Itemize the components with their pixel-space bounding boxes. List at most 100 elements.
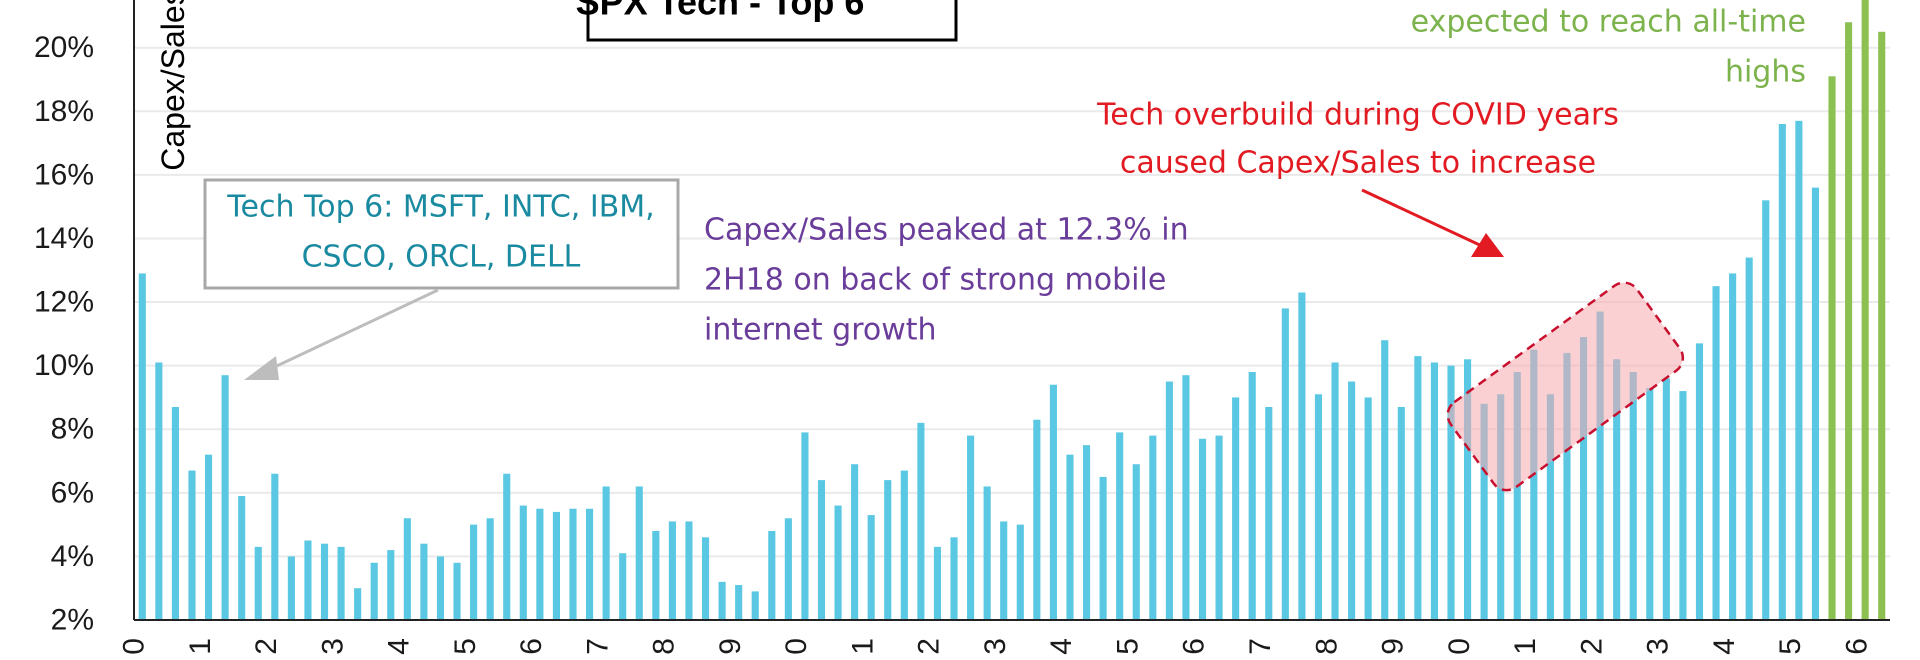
bar-capex-sales (851, 464, 859, 620)
bar-capex-sales (1778, 124, 1786, 620)
bar-capex-sales (950, 537, 958, 620)
x-tick-label: 9 (714, 638, 747, 655)
x-tick-label: 3 (316, 638, 349, 655)
bar-capex-sales (486, 518, 494, 620)
bar-capex-sales (1248, 372, 1256, 620)
y-tick-label: 14% (34, 222, 94, 255)
bar-capex-sales (1215, 435, 1223, 620)
bar-capex-sales (1000, 521, 1008, 620)
bar-capex-sales (602, 486, 610, 620)
x-tick-label: 1 (846, 638, 879, 655)
bar-forecast (1878, 31, 1886, 621)
covid-arrow (1361, 188, 1485, 249)
y-tick-label: 10% (34, 349, 94, 382)
bar-capex-sales (784, 518, 792, 620)
bar-capex-sales (1381, 340, 1389, 620)
bar-capex-sales (933, 546, 942, 620)
bar-capex-sales (1546, 394, 1554, 620)
bar-capex-sales (188, 470, 196, 620)
bar-capex-sales (436, 556, 445, 620)
bar-capex-sales (1695, 343, 1704, 620)
bar-capex-sales (917, 422, 925, 620)
covid-highlight-box (1446, 281, 1685, 492)
bar-capex-sales (834, 505, 842, 620)
bar-capex-sales (1662, 378, 1670, 620)
y-tick-label: 8% (51, 413, 94, 446)
bar-capex-sales (1016, 524, 1024, 620)
axes (133, 0, 1890, 621)
bar-capex-sales (1099, 476, 1107, 620)
covid-annotation: caused Capex/Sales to increase (1120, 146, 1596, 181)
x-tick-label: 6 (1840, 638, 1873, 655)
bar-capex-sales (751, 591, 759, 620)
tech-top6-box (203, 178, 680, 290)
x-tick-label: 5 (449, 638, 482, 655)
bar-capex-sales (204, 454, 213, 620)
bar-capex-sales (1513, 372, 1521, 620)
bar-capex-sales (1795, 120, 1803, 621)
bar-capex-sales (668, 521, 676, 620)
bar-capex-sales (1811, 187, 1820, 621)
bar-capex-sales (1116, 432, 1124, 620)
x-tick-label: 2 (250, 638, 283, 655)
bar-capex-sales (718, 581, 726, 620)
bar-capex-sales (271, 473, 279, 620)
bar-capex-sales (1082, 445, 1091, 620)
x-tick-label: 4 (1708, 638, 1741, 655)
bar-capex-sales (1613, 359, 1621, 620)
bar-capex-sales (503, 473, 511, 620)
bar-capex-sales (1132, 464, 1140, 620)
bar-capex-sales (1049, 384, 1057, 620)
peak-annotation: Capex/Sales peaked at 12.3% in (704, 213, 1189, 248)
bar-capex-sales (287, 556, 295, 620)
bar-capex-sales (1149, 435, 1157, 620)
peak-annotation: internet growth (704, 313, 937, 348)
bar-capex-sales (519, 505, 527, 620)
bar-capex-sales (817, 480, 826, 620)
bar-capex-sales (1745, 257, 1753, 620)
bar-capex-sales (320, 543, 329, 620)
y-axis-label: Capex/Sales (155, 0, 191, 171)
peak-annotation: 2H18 on back of strong mobile (704, 263, 1166, 298)
bar-forecast (1828, 76, 1836, 621)
tech-top6-annotation: Tech Top 6: MSFT, INTC, IBM, (226, 190, 654, 225)
y-tick-label: 4% (51, 540, 94, 573)
bar-capex-sales (983, 486, 991, 620)
bar-capex-sales (1314, 394, 1323, 620)
bar-capex-sales (1397, 406, 1405, 620)
x-tick-label: 2 (913, 638, 946, 655)
tech-top6-arrow (263, 288, 439, 374)
bar-capex-sales (569, 508, 577, 620)
x-tick-label: 0 (780, 638, 813, 655)
x-tick-label: 6 (515, 638, 548, 655)
x-tick-labels: 0 1 2 3 4 5 6 7 8 9 0 1 2 3 4 5 6 7 8 9 0 1 2 3 4 5 6 (118, 638, 1874, 655)
x-tick-label: 5 (1111, 638, 1144, 655)
bar-capex-sales (337, 546, 345, 620)
bar-capex-sales (171, 406, 179, 620)
bar-capex-sales (221, 375, 229, 620)
chart-title: SPX Tech - Top 6 (576, 0, 865, 23)
x-tick-label: 8 (1310, 638, 1343, 655)
y-tick-label: 6% (51, 476, 94, 509)
bar-capex-sales (652, 530, 660, 620)
bar-capex-sales (1447, 365, 1455, 620)
y-tick-label: 12% (34, 286, 94, 319)
bar-capex-sales (619, 553, 627, 620)
y-tick-label: 18% (34, 95, 94, 128)
bar-capex-sales (1530, 349, 1538, 620)
bar-capex-sales (1430, 362, 1438, 620)
bar-capex-sales (1480, 403, 1488, 620)
bar-capex-sales (967, 435, 975, 620)
y-tick-label: 20% (34, 31, 94, 64)
x-tick-label: 3 (1642, 638, 1675, 655)
bar-capex-sales (1579, 337, 1588, 620)
bar-capex-sales (238, 496, 246, 620)
bar-capex-sales (1563, 352, 1571, 620)
bar-capex-sales (304, 540, 312, 620)
bar-forecast (1861, 0, 1869, 620)
x-tick-label: 4 (1045, 638, 1078, 655)
bar-capex-sales (138, 273, 146, 620)
x-tick-label: 0 (1443, 638, 1476, 655)
forecast-annotation: expected to reach all-time (1411, 5, 1806, 40)
